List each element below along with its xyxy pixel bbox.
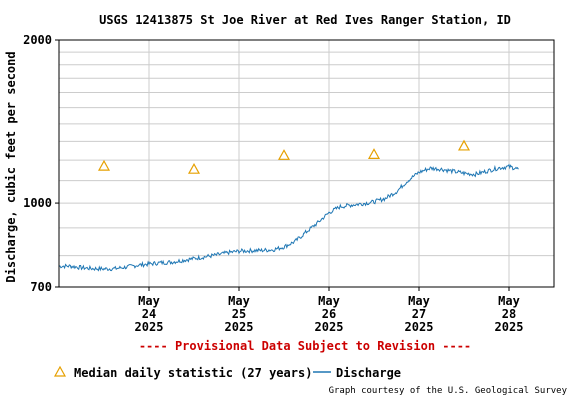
x-tick-label: May (138, 294, 160, 308)
x-tick-label: 2025 (135, 320, 164, 334)
x-tick-label: 25 (232, 307, 246, 321)
x-axis-ticks: May242025May252025May262025May272025May2… (135, 287, 524, 334)
median-point (457, 139, 471, 151)
chart-title: USGS 12413875 St Joe River at Red Ives R… (99, 13, 511, 27)
x-tick-label: May (498, 294, 520, 308)
y-tick-label: 2000 (23, 33, 52, 47)
x-tick-label: 28 (502, 307, 516, 321)
discharge-series-line (58, 163, 519, 272)
triangle-icon (53, 365, 67, 377)
plot-area (58, 139, 519, 272)
y-tick-label: 1000 (23, 196, 52, 210)
median-point (97, 159, 111, 171)
y-axis-label: Discharge, cubic feet per second (4, 51, 18, 282)
legend: Median daily statistic (27 years) Discha… (53, 365, 401, 380)
y-tick-label: 700 (30, 280, 52, 294)
x-tick-label: May (228, 294, 250, 308)
legend-label-discharge: Discharge (336, 366, 401, 380)
x-tick-label: 2025 (225, 320, 254, 334)
plot-frame (58, 39, 555, 288)
legend-label-median: Median daily statistic (27 years) (74, 366, 312, 380)
provisional-notice: ---- Provisional Data Subject to Revisio… (139, 339, 471, 353)
median-point (367, 148, 381, 159)
graph-credit: Graph courtesy of the U.S. Geological Su… (329, 386, 568, 396)
x-tick-label: 24 (142, 307, 156, 321)
x-tick-label: 2025 (405, 320, 434, 334)
x-tick-label: May (318, 294, 340, 308)
x-tick-label: 27 (412, 307, 426, 321)
x-tick-label: May (408, 294, 430, 308)
median-point (187, 162, 201, 174)
x-tick-label: 2025 (495, 320, 524, 334)
y-axis-ticks: 700 1000 2000 (23, 33, 59, 294)
grid-lines (59, 39, 554, 288)
x-tick-label: 26 (322, 307, 336, 321)
x-tick-label: 2025 (315, 320, 344, 334)
median-point (277, 149, 291, 160)
